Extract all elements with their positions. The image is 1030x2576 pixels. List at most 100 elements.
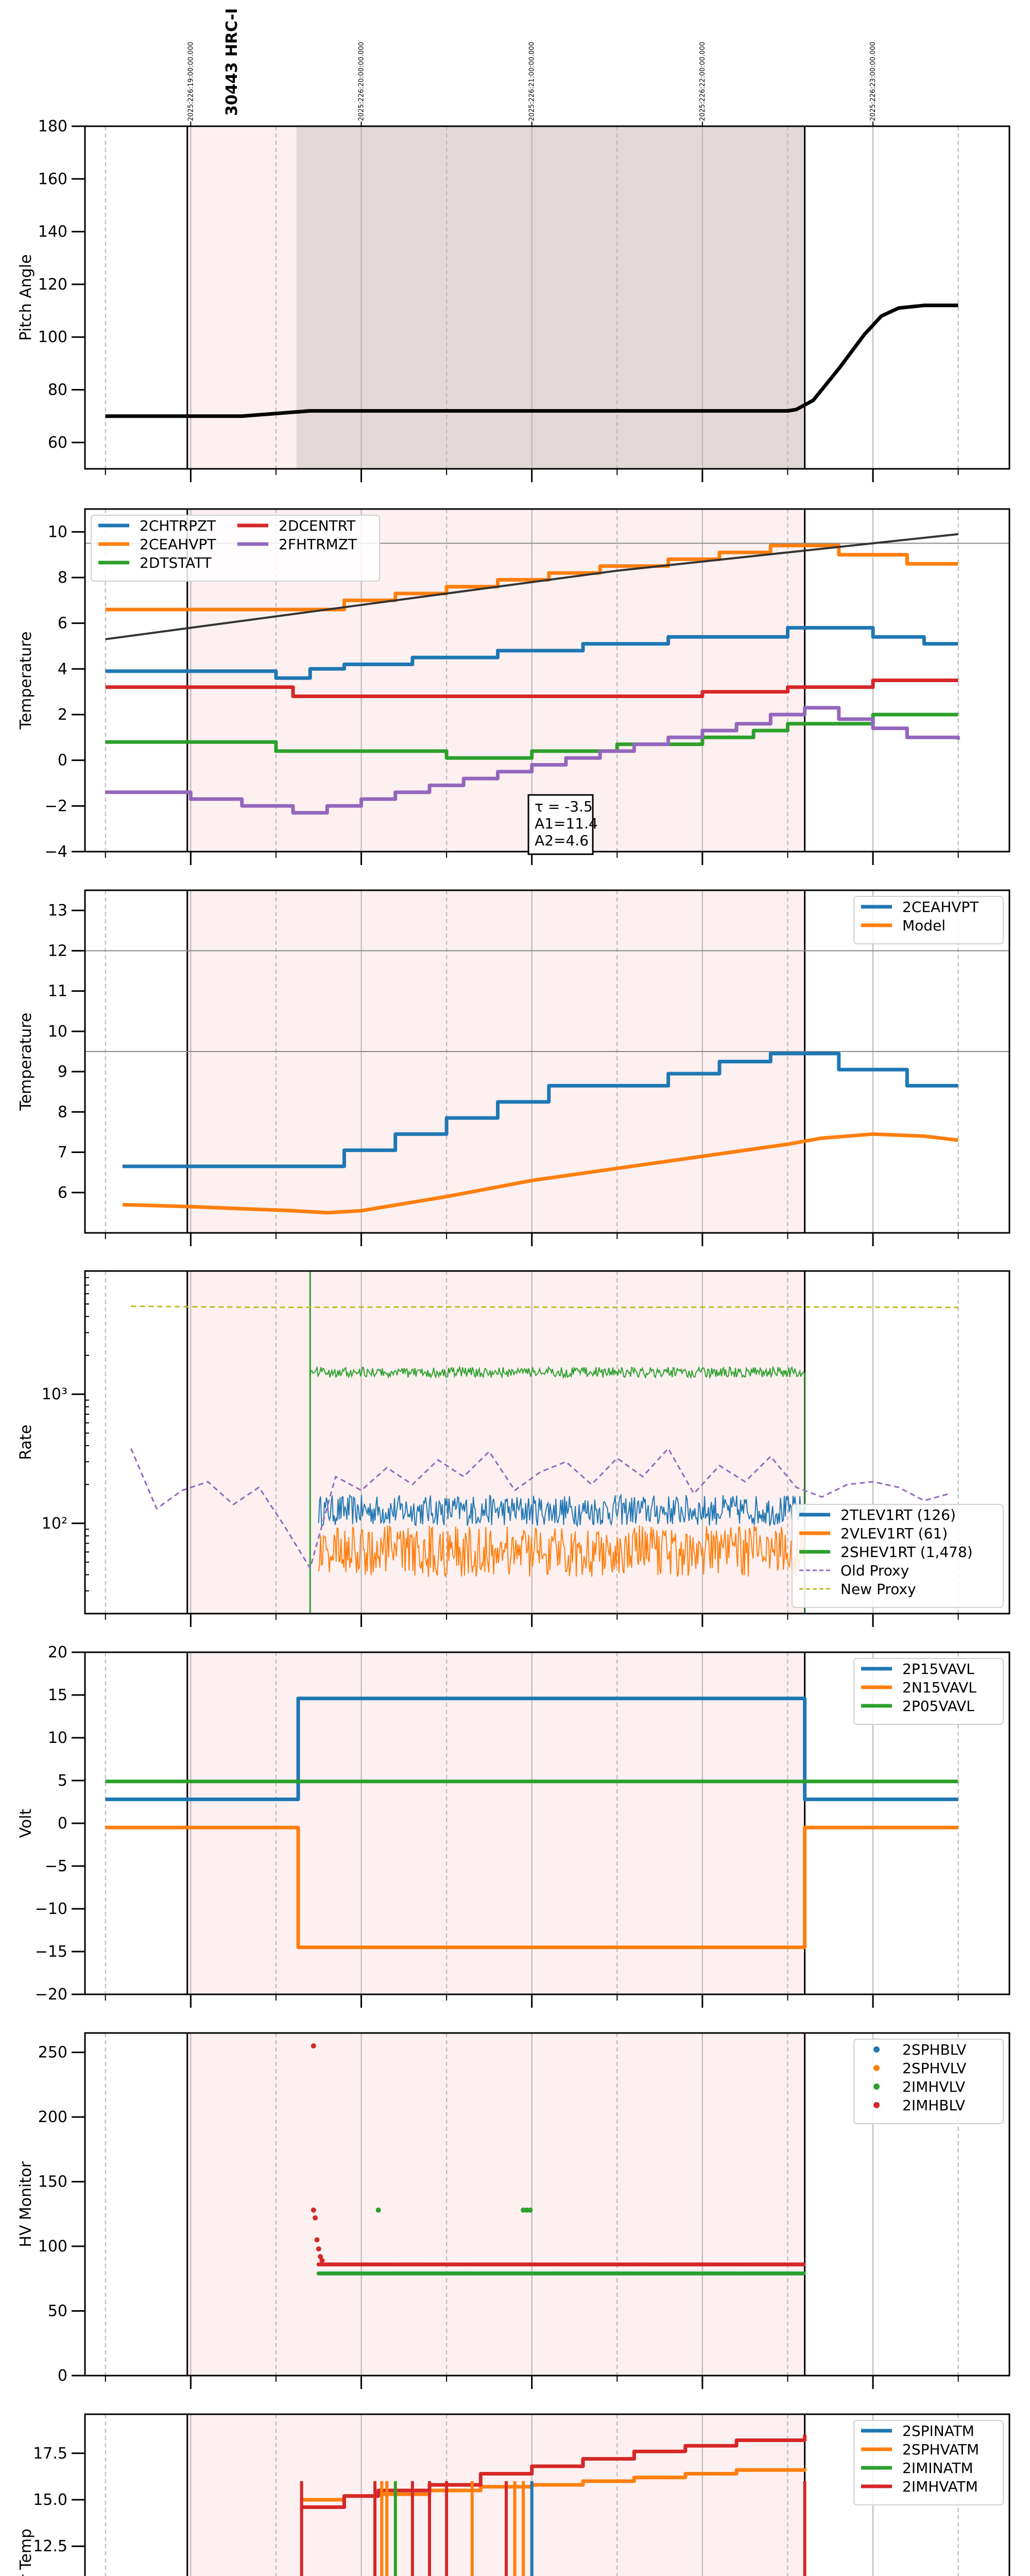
legend-label: 2VLEV1RT (61) (840, 1525, 948, 1542)
panel-volt: −20−15−10−505101520Volt2P15VAVL2N15VAVL2… (17, 1643, 1010, 2008)
y-tick-label: 12.5 (33, 2537, 67, 2555)
dark-shade (296, 126, 805, 469)
y-tick-label: −2 (45, 797, 67, 815)
legend-label: 2FHTRMZT (279, 536, 357, 553)
y-tick-label: 5 (58, 1772, 67, 1790)
legend-box (91, 515, 380, 582)
legend: 2P15VAVL 2N15VAVL 2P05VAVL (853, 1658, 1004, 1725)
y-tick-label: 20 (48, 1643, 67, 1662)
legend-marker (873, 2065, 880, 2071)
series-2imhblv-point (318, 2254, 323, 2260)
y-tick-label: 0 (58, 752, 67, 770)
legend-label: 2DTSTATT (140, 554, 212, 571)
y-tick-label: 200 (38, 2108, 67, 2126)
y-axis-label: HV Monitor (17, 2161, 35, 2247)
legend-label: 2IMINATM (902, 2460, 973, 2477)
legend-label: 2N15VAVL (902, 1679, 976, 1696)
series-2shev1rt (310, 1365, 805, 1380)
series-2imhblv-point (316, 2246, 321, 2252)
legend-box (853, 2420, 1004, 2505)
obs-shade (187, 2414, 805, 2576)
legend-box (853, 2039, 1004, 2124)
top-date-label: 2025:226:19:00:00.000 (187, 42, 195, 121)
panel-detector-temp: 2.55.07.510.012.515.017.5Detector Temp2S… (17, 2413, 1010, 2576)
legend-label: Old Proxy (840, 1562, 909, 1579)
y-tick-label: −5 (45, 1857, 67, 1875)
y-tick-label: 10² (42, 1515, 67, 1533)
legend-marker (873, 2046, 880, 2053)
annotation-line: τ = -3.5 (535, 798, 593, 815)
annotation-box (527, 794, 594, 855)
y-tick-label: 9 (58, 1063, 67, 1081)
series-2dtstatt (105, 713, 958, 760)
obs-shade (187, 1652, 805, 1994)
top-date-label: 2025:226:21:00:00.000 (528, 42, 536, 121)
y-tick-label: 13 (48, 902, 67, 920)
legend-label: 2CEAHVPT (140, 536, 216, 553)
y-tick-label: −4 (45, 843, 67, 861)
legend-label: 2CEAHVPT (902, 899, 979, 916)
y-tick-label: 10³ (42, 1385, 67, 1403)
obs-shade (187, 2033, 805, 2376)
y-tick-label: 4 (58, 660, 67, 678)
legend-label: 2IMHBLV (902, 2097, 965, 2114)
y-tick-label: −20 (35, 1986, 67, 2004)
top-date-label: 2025:226:23:00:00.000 (869, 42, 877, 121)
y-axis-label: Pitch Angle (17, 255, 35, 341)
axes-frame (84, 2413, 1010, 2576)
series-2imhvlv-point (375, 2207, 381, 2213)
y-tick-label: 15.0 (33, 2491, 67, 2509)
legend: 2TLEV1RT (126) 2VLEV1RT (61) 2SHEV1RT (1,4… (792, 1504, 1004, 1608)
legend-label: 2P05VAVL (902, 1698, 974, 1715)
y-tick-label: 100 (38, 328, 67, 346)
axes-frame (84, 125, 1010, 470)
y-axis-label: Volt (17, 1808, 35, 1838)
legend-marker (873, 2102, 880, 2108)
y-tick-label: 180 (38, 117, 67, 135)
panel-temperature: −4−20246810Temperature2CHTRPZT2CEAHVPT2D… (17, 508, 1010, 865)
legend-label: New Proxy (840, 1581, 916, 1598)
y-tick-label: 12 (48, 942, 67, 960)
axes-frame (84, 889, 1010, 1234)
annotation-line: A1=11.4 (535, 815, 598, 832)
legend-label: Model (902, 917, 946, 934)
y-axis-label: Rate (17, 1425, 35, 1460)
y-tick-label: 0 (58, 1815, 67, 1833)
series-pitch (105, 303, 958, 418)
panel-pitch-angle: 60 80 100 120 140 160 180 Pitch Angle (17, 117, 1010, 482)
series-2imhblv-point (311, 2043, 316, 2049)
y-tick-label: 150 (38, 2173, 67, 2191)
fit-annotation: τ = -3.5A1=11.4A2=4.6 (527, 794, 598, 855)
legend-label: 2SHEV1RT (1,478) (840, 1544, 973, 1561)
y-tick-label: 11 (48, 982, 67, 1001)
annotation-line: A2=4.6 (535, 832, 589, 849)
series-2chtrpzt (105, 626, 958, 680)
series-2imhvlv-point (527, 2207, 533, 2213)
axes-frame (84, 2032, 1010, 2377)
y-tick-label: 10 (48, 523, 67, 541)
series-2n15vavl (105, 1825, 958, 1950)
series-2imhblv-point (311, 2207, 316, 2213)
series-new (131, 1305, 958, 1309)
y-tick-label: 10 (48, 1729, 67, 1747)
y-tick-label: 2 (58, 706, 67, 724)
top-date-label: 2025:226:20:00:00.000 (358, 42, 366, 121)
series-old (130, 1448, 950, 1569)
series-model (105, 533, 958, 640)
y-axis-label: Temperature (17, 631, 35, 730)
obs-shade (187, 890, 805, 1233)
y-tick-label: 80 (48, 381, 67, 399)
y-tick-label: −10 (35, 1900, 67, 1918)
top-date-label: 2025:226:22:00:00.000 (699, 42, 707, 121)
panel-rate: 10² 10³ Rate 2TLEV1RT (126) 2VLEV1RT (61) 2SH… (17, 1270, 1010, 1627)
y-tick-label: 10 (48, 1023, 67, 1041)
y-axis-label: Detector Temp (17, 2529, 35, 2576)
y-tick-label: −15 (35, 1943, 67, 1961)
y-axis-label: Temperature (17, 1012, 35, 1111)
y-tick-label: 8 (58, 569, 67, 587)
